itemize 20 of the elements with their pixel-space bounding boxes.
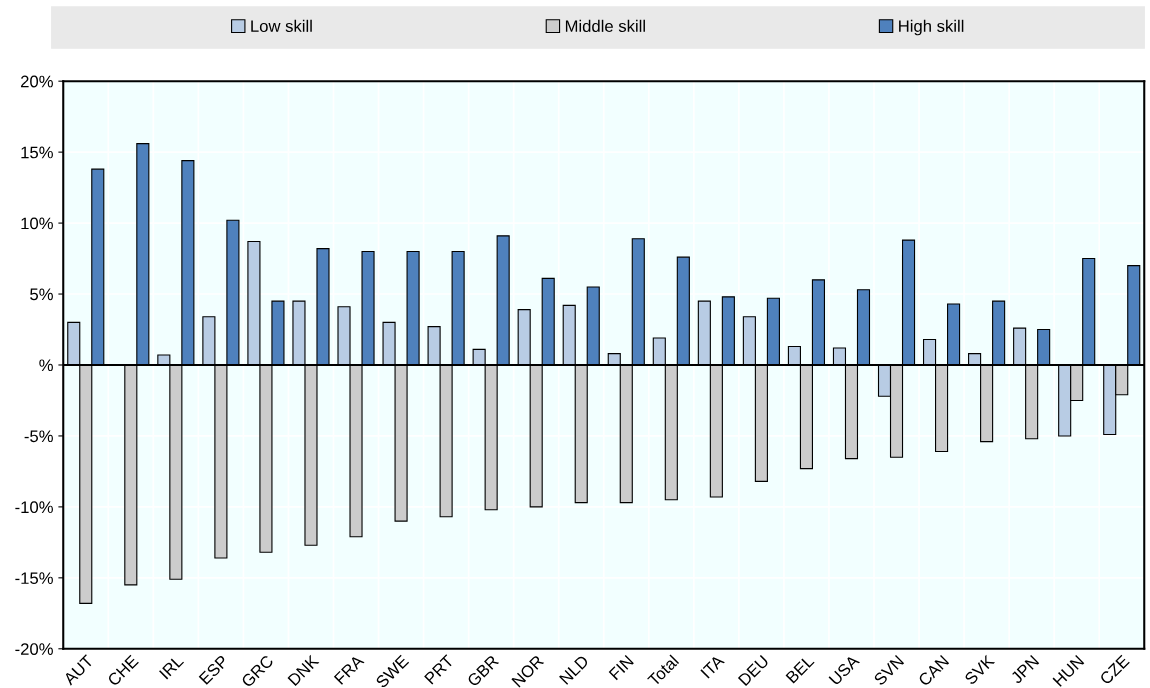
x-tick-label: ITA	[700, 654, 725, 679]
x-tick-label: JPN	[1010, 655, 1040, 685]
legend-label: Middle skill	[565, 19, 645, 33]
y-tick-label: -15%	[15, 572, 53, 585]
x-tick-label: BEL	[785, 654, 815, 684]
y-tick-label: 10%	[21, 217, 53, 230]
y-tick-label: -20%	[15, 643, 53, 655]
x-tick-label: USA	[828, 653, 861, 686]
legend-label: Low skill	[251, 19, 312, 33]
legend-label: High skill	[899, 19, 964, 36]
x-tick-label: IRL	[159, 654, 184, 680]
y-tick-label: %	[39, 359, 53, 372]
y-tick-label: 15%	[21, 146, 53, 159]
x-tick-label: FRA	[333, 654, 365, 685]
x-tick-label: CZE	[1099, 654, 1130, 686]
y-tick-label: 20%	[21, 75, 53, 88]
y-tick-label: -5%	[24, 430, 53, 443]
y-tick-label: 5%	[30, 288, 53, 301]
x-tick-label: FIN	[608, 655, 634, 681]
y-tick-label: -10%	[15, 501, 53, 514]
